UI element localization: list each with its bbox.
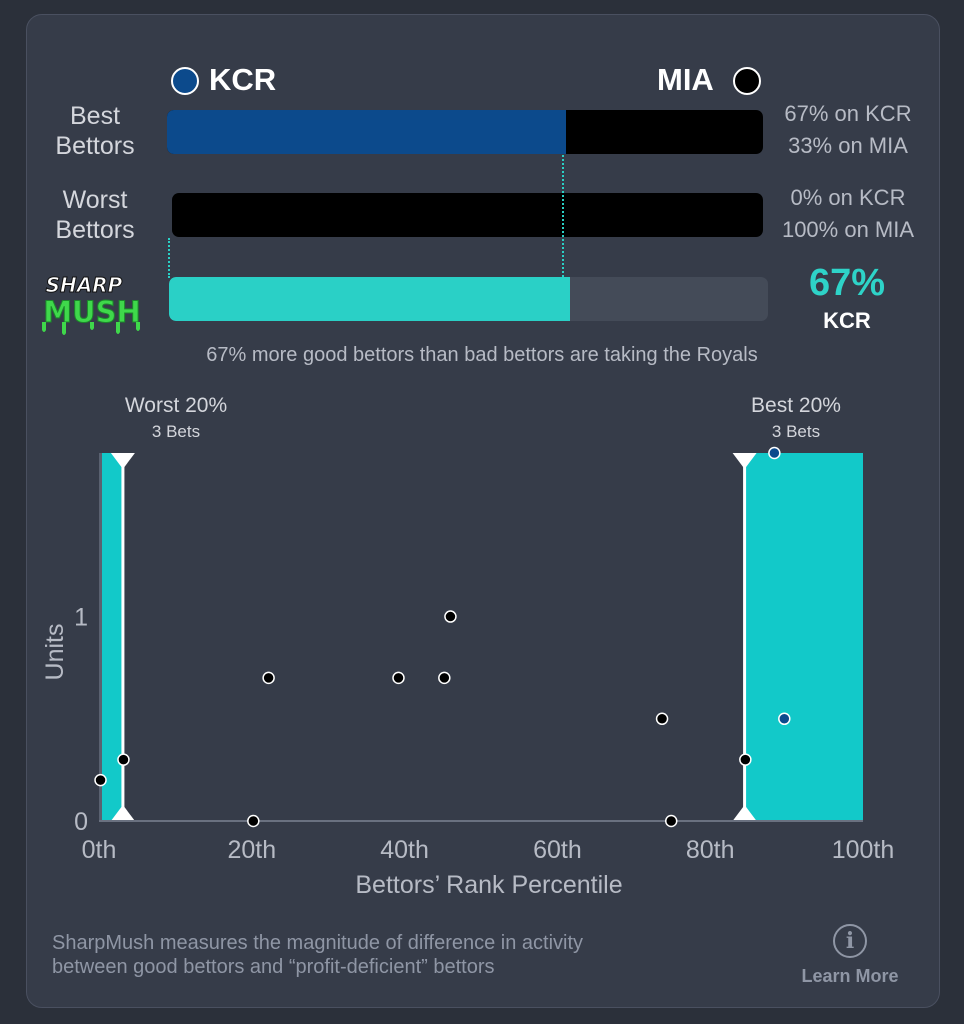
learn-more-button[interactable]: i Learn More (790, 924, 910, 994)
y-tick-label: 1 (74, 604, 88, 632)
right-team-name: MIA (657, 62, 714, 98)
data-point-mia (95, 775, 106, 786)
footer-line1: SharpMush measures the magnitude of diff… (52, 931, 772, 955)
sharpmush-bar (169, 277, 768, 321)
data-point-kcr (779, 713, 790, 724)
worst-bettors-bar (172, 193, 763, 237)
data-point-mia (439, 672, 450, 683)
x-tick-label: 0th (82, 836, 117, 864)
data-point-mia (393, 672, 404, 683)
sharpmush-value: 67% (800, 262, 894, 305)
x-tick-label: 40th (380, 836, 429, 864)
x-tick-label: 100th (832, 836, 895, 864)
best-zone-label: Best 20% (751, 394, 841, 417)
x-axis-label: Bettors’ Rank Percentile (355, 871, 622, 899)
worst-zone-label: Worst 20% (125, 394, 227, 417)
worst-bettors-label-line1: Worst (40, 185, 150, 215)
worst-mia-pct: 100% on MIA (768, 214, 928, 246)
y-axis-label: Units (41, 624, 69, 681)
data-point-mia (445, 611, 456, 622)
data-point-kcr (769, 448, 780, 459)
mia-team-dot (733, 67, 761, 95)
footer-line2: between good bettors and “profit-deficie… (52, 955, 772, 979)
best-zone-fill (745, 453, 863, 821)
left-team-name: KCR (209, 62, 276, 98)
worst-bettors-label: Worst Bettors (40, 185, 150, 245)
best-bettors-kcr-fill (167, 110, 566, 154)
learn-more-label[interactable]: Learn More (790, 966, 910, 987)
worst-bettors-pct: 0% on KCR 100% on MIA (768, 182, 928, 246)
data-point-mia (248, 816, 259, 827)
worst-zone-edge (99, 453, 102, 821)
best-bettors-label-line2: Bettors (40, 131, 150, 161)
worst-marker-connector (168, 238, 170, 278)
logo-sharp-text: SHARP (46, 273, 123, 297)
kcr-team-dot (171, 67, 199, 95)
worst-zone-bets: 3 Bets (152, 422, 200, 441)
sharpmush-logo: SHARP MUSH (32, 270, 154, 340)
data-point-mia (666, 816, 677, 827)
best-zone-bets: 3 Bets (772, 422, 820, 441)
chart-svg: Worst 20% 3 Bets Best 20% 3 Bets 0th 20th 40th… (0, 380, 964, 910)
x-tick-label: 60th (533, 836, 582, 864)
data-point-mia (740, 754, 751, 765)
info-icon[interactable]: i (833, 924, 867, 958)
best-marker-connector (562, 155, 564, 277)
best-bettors-label-line1: Best (40, 101, 150, 131)
worst-kcr-pct: 0% on KCR (768, 182, 928, 214)
best-mia-pct: 33% on MIA (768, 130, 928, 162)
y-tick-label: 0 (74, 808, 88, 836)
data-point-mia (657, 713, 668, 724)
data-point-mia (118, 754, 129, 765)
best-bettors-label: Best Bettors (40, 101, 150, 161)
worst-bettors-label-line2: Bettors (40, 215, 150, 245)
best-kcr-pct: 67% on KCR (768, 98, 928, 130)
best-bettors-pct: 67% on KCR 33% on MIA (768, 98, 928, 162)
sharpmush-summary: 67% more good bettors than bad bettors a… (0, 344, 964, 367)
sharpmush-team: KCR (800, 308, 894, 334)
x-tick-label: 20th (227, 836, 276, 864)
footer-description: SharpMush measures the magnitude of diff… (52, 931, 772, 979)
worst-zone-fill (99, 453, 122, 821)
best-bettors-bar (167, 110, 763, 154)
x-tick-label: 80th (686, 836, 735, 864)
data-point-mia (263, 672, 274, 683)
rank-scatter-chart: Worst 20% 3 Bets Best 20% 3 Bets 0th 20th 40th… (0, 380, 964, 910)
sharpmush-fill (169, 277, 570, 321)
